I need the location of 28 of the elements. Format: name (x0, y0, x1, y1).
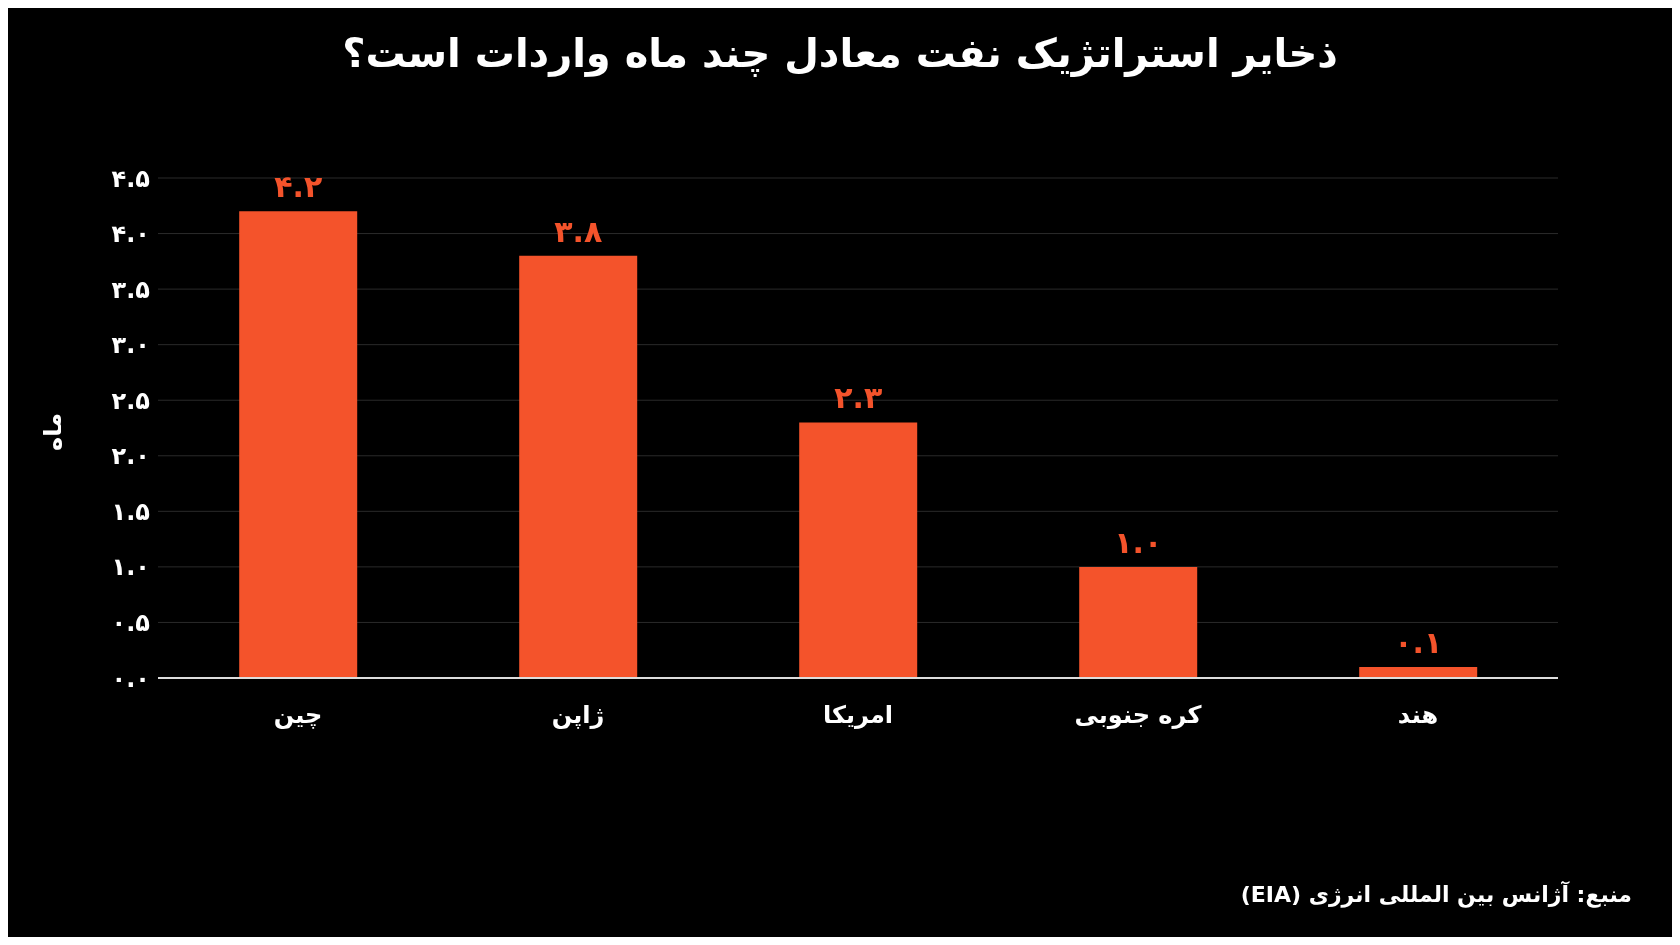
y-tick-label: ۱.۵ (111, 497, 150, 526)
text: منبع: آژانس بین المللی انرژی (EIA) (1240, 882, 1632, 907)
data-label: ۴.۲ (274, 169, 323, 205)
y-tick-label: ۳.۰ (111, 331, 150, 360)
y-tick-label: ۰.۵ (111, 608, 150, 637)
x-tick-label: ژاپن (551, 701, 605, 730)
y-tick-label: ۴.۰ (111, 220, 150, 249)
chart-title: ذخایر استراتژیک نفت معادل چند ماه واردات است؟ (341, 30, 1339, 76)
x-tick-label: هند (1397, 701, 1439, 730)
data-label: ۰.۱ (1394, 624, 1443, 660)
y-tick-label: ۱.۰ (111, 553, 150, 582)
data-label: ۳.۸ (554, 213, 603, 249)
bar (239, 211, 358, 678)
data-label: ۱.۰ (1114, 524, 1163, 560)
bar (1359, 666, 1478, 678)
bar (1079, 566, 1198, 678)
data-label: ۲.۳ (834, 380, 883, 416)
y-tick-label: ۲.۰ (111, 442, 150, 471)
y-tick-label: ۴.۵ (111, 164, 150, 193)
y-axis-title: ماه (39, 412, 67, 454)
x-tick-label: کره جنوبی (1074, 701, 1202, 730)
bar (799, 422, 918, 678)
bar (519, 255, 638, 678)
y-tick-label: ۲.۵ (111, 386, 150, 415)
y-tick-label: ۰.۰ (111, 664, 150, 693)
y-tick-label: ۳.۵ (111, 275, 150, 304)
x-tick-label: چین (273, 701, 323, 730)
x-tick-label: امریکا (823, 701, 893, 730)
